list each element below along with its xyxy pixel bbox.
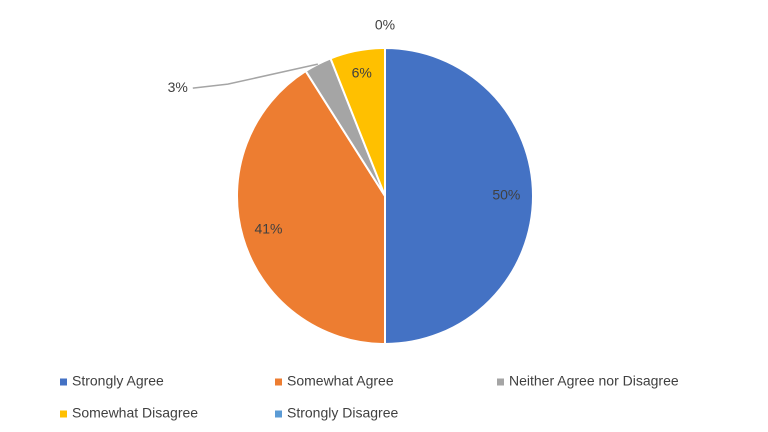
legend-label: Neither Agree nor Disagree: [509, 373, 679, 389]
data-label: 50%: [492, 187, 520, 203]
pie-slice: [384, 46, 534, 346]
legend-label: Strongly Agree: [72, 373, 164, 389]
leader-line: [192, 63, 318, 89]
data-label: 41%: [254, 221, 282, 237]
data-label: 6%: [352, 65, 372, 81]
legend-swatch: [275, 410, 282, 418]
legend-swatch: [497, 378, 504, 386]
legend-label: Strongly Disagree: [287, 405, 398, 421]
legend-swatch: [60, 378, 67, 386]
pie-slice: [329, 46, 386, 197]
legend-swatch: [275, 378, 282, 386]
data-label: 3%: [168, 79, 188, 95]
legend-label: Somewhat Disagree: [72, 405, 198, 421]
legend-label: Somewhat Agree: [287, 373, 394, 389]
legend-swatch: [60, 410, 67, 418]
data-label: 0%: [375, 17, 395, 33]
